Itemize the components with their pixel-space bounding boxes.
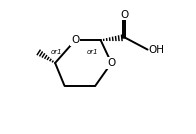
Text: or1: or1 <box>87 49 98 55</box>
Text: O: O <box>107 58 115 68</box>
Text: or1: or1 <box>51 49 62 55</box>
Text: OH: OH <box>148 45 164 55</box>
Text: O: O <box>71 35 79 45</box>
Text: O: O <box>121 10 129 20</box>
